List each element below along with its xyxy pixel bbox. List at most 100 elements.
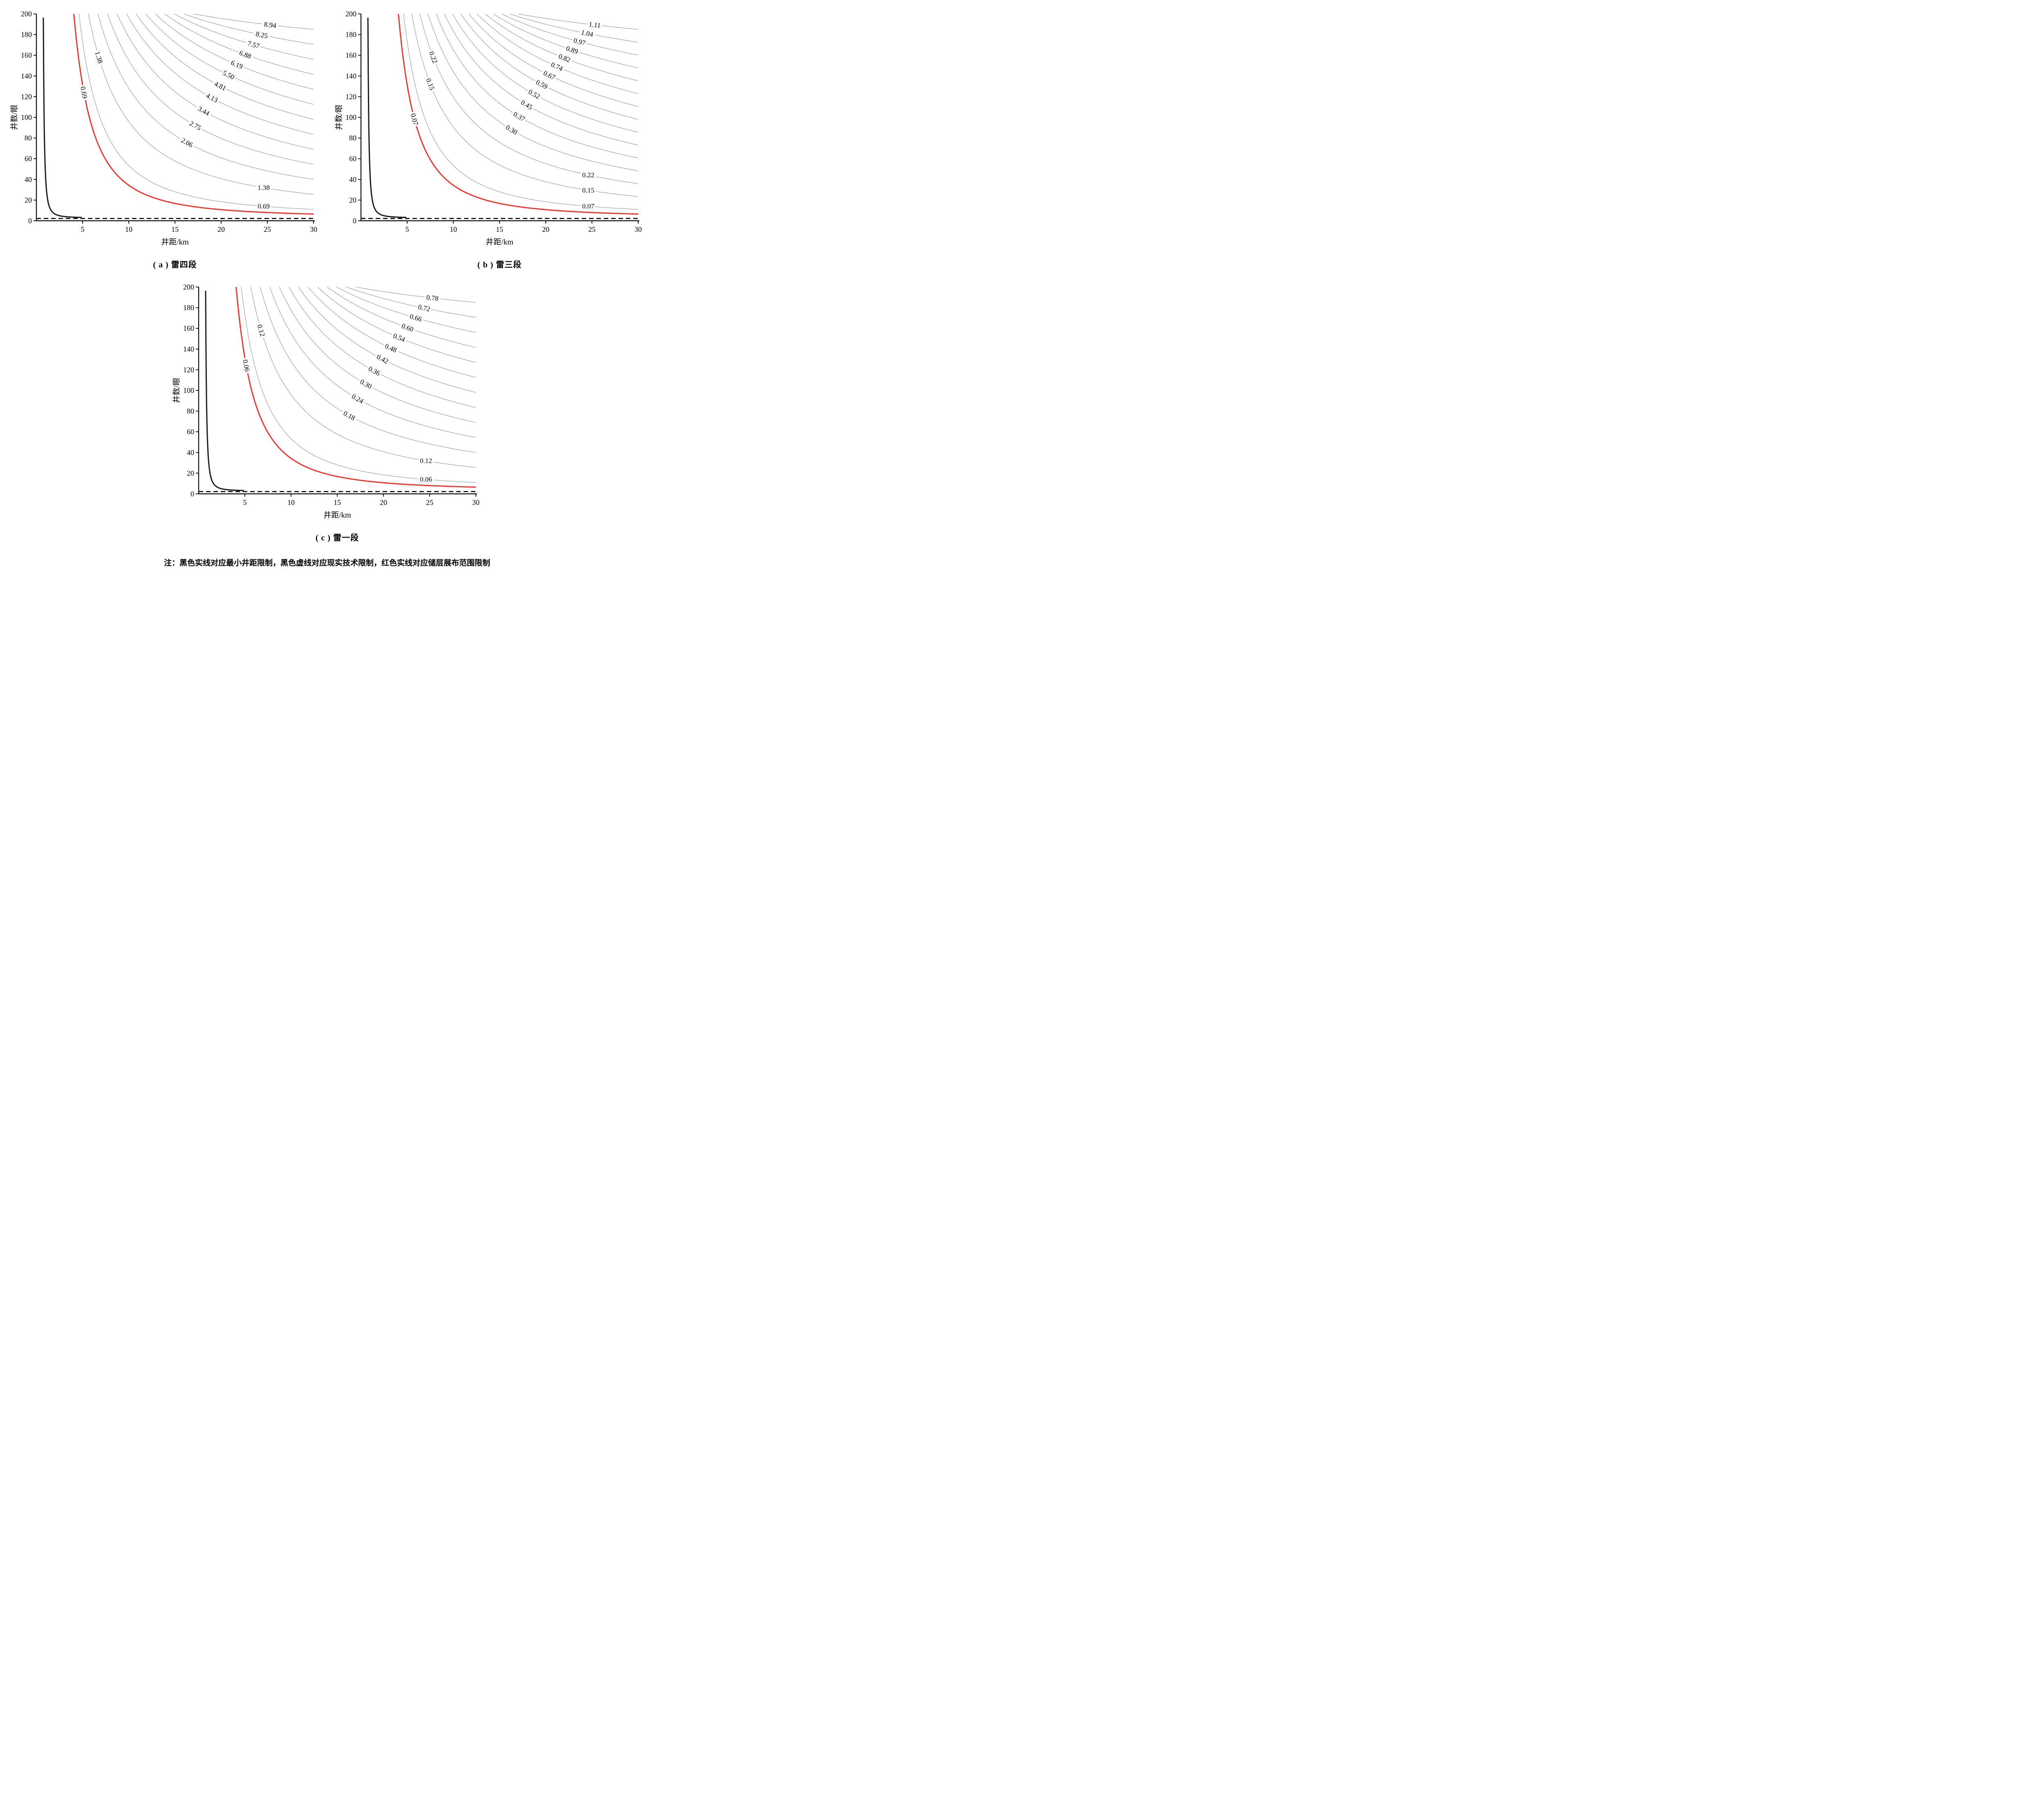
top-row: 2.06 2.75 3.44 4.13 4.81 5.50 6.19 6.88 7.57 8.25… xyxy=(0,8,654,270)
y-tick-label: 60 xyxy=(349,155,356,163)
contour-line xyxy=(289,287,476,408)
min-spacing-line xyxy=(205,291,244,491)
min-spacing-line xyxy=(367,18,406,218)
x-tick-label: 30 xyxy=(310,225,317,233)
contour-label: 0.67 xyxy=(542,69,557,81)
y-tick-label: 0 xyxy=(353,217,356,225)
y-tick-label: 120 xyxy=(21,92,32,101)
contour-label: 8.94 xyxy=(264,20,277,29)
min-spacing-line xyxy=(43,18,82,218)
contour-label: 4.13 xyxy=(205,92,219,104)
contour-plot-b: 0.300.370.450.520.590.670.740.820.890.97… xyxy=(334,10,642,247)
contour-line xyxy=(419,14,638,184)
contour-label: 0.97 xyxy=(573,36,587,47)
contour-line xyxy=(493,14,638,68)
contour-label: 0.72 xyxy=(417,303,431,313)
y-tick-label: 80 xyxy=(349,134,356,142)
y-tick-label: 100 xyxy=(345,113,356,121)
contour-line xyxy=(336,287,476,333)
y-tick-label: 140 xyxy=(183,345,194,353)
contour-label: 5.50 xyxy=(222,69,236,81)
contour-line xyxy=(193,14,314,30)
x-tick-label: 5 xyxy=(81,225,85,233)
x-tick-label: 15 xyxy=(334,498,341,507)
y-tick-label: 140 xyxy=(21,72,32,80)
y-tick-label: 60 xyxy=(187,428,194,436)
caption-b: ( b ) 雷三段 xyxy=(477,260,522,269)
plot-area: 0.18 0.24 0.300.360.420.480.540.600.660.72… xyxy=(199,287,476,492)
contour-line xyxy=(260,287,476,453)
y-axis-label: 井数/眼 xyxy=(172,378,181,403)
contour-label: 0.37 xyxy=(512,110,527,123)
contour-line xyxy=(164,14,314,75)
y-axis-label: 井数/眼 xyxy=(334,105,343,130)
contour-label: 0.52 xyxy=(527,88,541,101)
x-tick-label: 25 xyxy=(588,225,596,233)
caption-c: ( c ) 雷一段 xyxy=(315,534,359,542)
y-tick-label: 180 xyxy=(21,31,32,39)
contour-line xyxy=(78,14,314,210)
x-tick-label: 10 xyxy=(125,225,132,233)
contour-label: 0.48 xyxy=(384,342,398,354)
contour-label: 0.69 xyxy=(79,86,89,99)
contour-label: 0.15 xyxy=(424,77,436,92)
contour-line xyxy=(411,14,638,197)
contour-label: 0.60 xyxy=(401,322,415,334)
contour-label: 0.66 xyxy=(409,312,423,323)
contour-label: 0.07 xyxy=(582,202,594,210)
contour-label: 1.11 xyxy=(588,20,601,29)
y-tick-label: 80 xyxy=(187,407,194,415)
contour-label: 0.15 xyxy=(582,186,594,194)
x-tick-label: 20 xyxy=(217,225,225,233)
reservoir-limit-line xyxy=(398,14,638,215)
contour-line xyxy=(145,14,314,105)
contour-label: 3.44 xyxy=(196,105,211,117)
contour-line xyxy=(88,14,314,195)
contour-line xyxy=(307,287,476,378)
contour-line xyxy=(184,14,314,45)
x-tick-label: 5 xyxy=(406,225,409,233)
y-tick-label: 80 xyxy=(25,134,32,142)
y-tick-label: 160 xyxy=(345,51,356,59)
y-tick-label: 20 xyxy=(349,196,356,204)
y-tick-label: 100 xyxy=(183,386,194,395)
bottom-row: 0.18 0.24 0.30 0.36 0.42 0.48 0.54 0.60 0.66 0.72… xyxy=(0,281,654,543)
contour-label: 0.18 xyxy=(342,409,356,422)
contour-line xyxy=(444,14,638,146)
contour-label: 8.25 xyxy=(255,30,269,40)
x-tick-label: 10 xyxy=(450,225,457,233)
x-axis-label: 井距/km xyxy=(486,238,513,247)
y-tick-label: 60 xyxy=(25,155,32,163)
reservoir-limit-line xyxy=(235,287,476,488)
contour-line xyxy=(428,14,638,171)
y-tick-label: 40 xyxy=(349,175,356,184)
y-tick-label: 160 xyxy=(183,324,194,332)
contour-line xyxy=(241,287,476,483)
contour-label: 0.12 xyxy=(420,457,432,465)
contour-label: 0.69 xyxy=(258,202,270,210)
contour-line xyxy=(107,14,314,165)
contour-label: 0.30 xyxy=(504,123,519,137)
contour-label: 0.45 xyxy=(520,99,534,111)
contour-line xyxy=(327,287,476,348)
contour-line xyxy=(477,14,638,94)
contour-line xyxy=(510,14,638,43)
y-tick-label: 140 xyxy=(345,72,356,80)
contour-line xyxy=(136,14,314,120)
contour-line xyxy=(298,287,476,393)
reservoir-limit-line xyxy=(73,14,314,215)
contour-line xyxy=(250,287,476,468)
contour-label: 0.82 xyxy=(557,52,572,64)
caption-a: ( a ) 雷四段 xyxy=(153,260,197,269)
contour-line xyxy=(356,287,476,303)
y-tick-label: 180 xyxy=(183,304,194,312)
contour-line xyxy=(501,14,638,56)
y-axis-label: 井数/眼 xyxy=(10,105,19,130)
y-tick-label: 120 xyxy=(345,92,356,101)
contour-label: 0.06 xyxy=(420,475,432,483)
x-tick-label: 30 xyxy=(472,498,480,507)
contour-label: 6.19 xyxy=(230,58,244,70)
x-tick-label: 20 xyxy=(542,225,549,233)
contour-line xyxy=(279,287,476,423)
contour-label: 0.22 xyxy=(582,171,594,179)
